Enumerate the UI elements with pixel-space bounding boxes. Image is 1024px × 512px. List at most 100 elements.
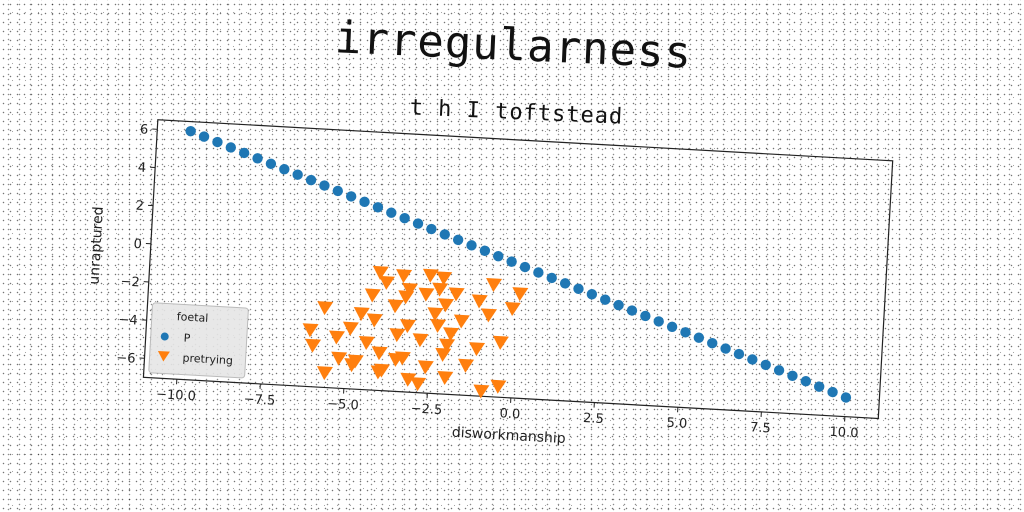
series-pretrying-point [371,346,388,361]
series-pretrying-point [317,301,334,316]
series-p-point [386,207,397,218]
series-p-point [399,212,410,224]
series-p-point [600,294,611,305]
series-pretrying-point [388,352,405,367]
series-p-point [198,131,210,142]
series-pretrying-point [453,314,470,329]
series-pretrying-point [410,377,427,392]
x-tick-label: −10.0 [156,387,197,404]
series-pretrying-point [366,313,383,328]
legend-box [148,302,249,379]
series-pretrying-point [331,351,348,366]
series-p-point [265,158,277,169]
series-p-point [653,316,664,327]
series-p-point [238,147,250,159]
series-pretrying-point [417,360,434,375]
series-p-point [546,272,557,284]
series-p-point [279,164,290,175]
series-pretrying-point [398,290,415,305]
series-p-point [626,305,638,316]
series-pretrying-point [344,358,361,373]
x-tick-label: 2.5 [583,411,604,427]
series-p-point [680,327,691,338]
series-pretrying-point [422,268,439,283]
series-pretrying-point [448,287,465,302]
series-p-point [800,375,812,387]
series-p-point [813,381,825,392]
series-p-point [319,180,330,191]
series-p-point [747,354,758,365]
series-p-point [479,245,491,256]
series-pretrying-point [471,294,488,309]
series-p-point [519,261,531,273]
y-tick-label: 4 [137,161,146,176]
y-tick-label: −6 [116,351,136,367]
y-tick-label: 6 [140,122,149,137]
legend-label-pretrying: pretrying [182,352,233,368]
y-tick-label: 2 [135,199,144,214]
series-pretrying-point [492,335,509,350]
series-p-point [720,343,731,354]
series-pretrying-point [329,330,345,345]
series-p-point [225,142,237,153]
series-pretrying-point [389,328,406,343]
series-p-point [185,125,196,137]
y-tick-label: 0 [133,237,142,252]
series-pretrying-point [458,358,475,373]
series-p-point [506,256,517,267]
series-p-point [452,234,464,246]
series-p-point [773,365,785,376]
series-p-point [787,370,798,381]
series-pretrying-point [430,318,447,333]
series-pretrying-point [469,342,486,357]
series-pretrying-point [427,307,444,322]
series-pretrying-point [504,302,521,317]
series-p-point [840,392,852,403]
series-pretrying-point [342,321,359,336]
series-pretrying-point [396,269,413,284]
series-p-point [613,299,624,311]
y-tick-label: −2 [120,274,140,290]
series-pretrying-point [512,287,529,302]
series-p-point [292,169,303,180]
series-p-point [493,250,504,262]
series-pretrying-point [353,306,370,321]
series-pretrying-point [412,333,429,348]
legend-title: foetal [177,310,209,325]
legend: foetal P pretrying [148,302,249,379]
series-p-point [760,359,771,371]
series-pretrying-point [372,265,389,280]
x-tick-label: 7.5 [750,420,771,436]
series-pretrying-point [374,363,391,378]
legend-label-p: P [183,332,191,345]
series-p-point [533,267,544,278]
x-tick-label: −7.5 [243,392,275,409]
series-p-point [212,136,223,148]
series-pretrying-point [305,338,322,353]
series-p-point [827,386,838,398]
series-pretrying-point [364,288,381,303]
series-pretrying-point [436,271,453,286]
x-tick-label: −2.5 [410,401,442,418]
series-p-point [439,229,450,240]
series-pretrying-point [316,366,333,381]
series-p-point [693,332,705,343]
x-tick-label: 5.0 [666,416,687,432]
series-pretrying-point [400,372,417,387]
x-axis-label: disworkmanship [451,425,566,447]
series-pretrying-point [443,327,460,342]
series-p-point [733,348,745,360]
series-pretrying-point [432,282,449,297]
series-p-point [666,321,678,333]
series-p-point [359,196,370,208]
series-p-point [426,223,437,235]
y-tick-label: −4 [118,313,138,329]
series-p-point [559,278,571,289]
series-p-point [345,191,357,202]
series-p-point [573,283,584,295]
series-pretrying-point [481,308,498,323]
series-p-point [586,289,598,300]
series-pretrying-point [400,319,416,334]
